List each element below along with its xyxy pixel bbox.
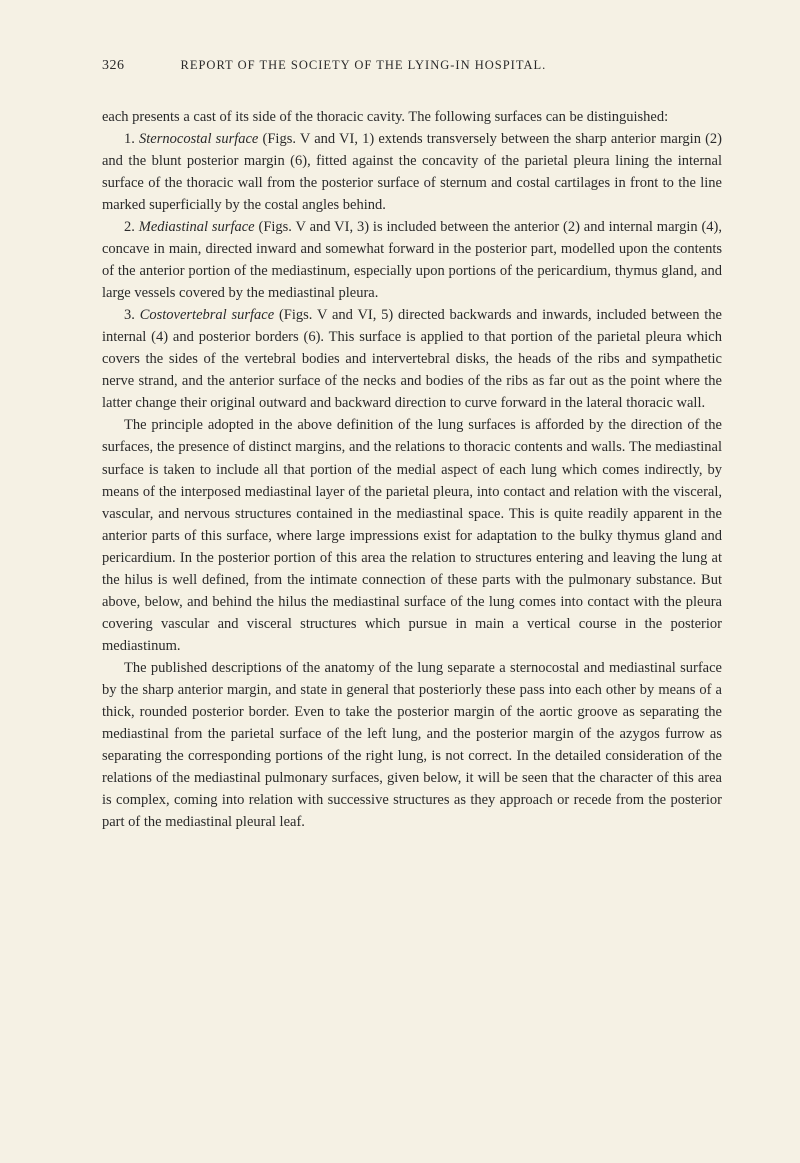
p3-italic: Mediastinal surface xyxy=(139,219,255,235)
paragraph-1: each presents a cast of its side of the … xyxy=(102,106,722,128)
p2-prefix: 1. xyxy=(124,131,139,147)
p2-italic: Sternocostal surface xyxy=(139,131,258,147)
p4-italic: Costovertebral surface xyxy=(140,307,274,323)
paragraph-3: 2. Mediastinal surface (Figs. V and VI, … xyxy=(102,216,722,304)
page-number: 326 xyxy=(102,58,125,74)
page-header: 326 REPORT OF THE SOCIETY OF THE LYING-I… xyxy=(102,58,722,74)
p3-prefix: 2. xyxy=(124,219,139,235)
paragraph-5: The principle adopted in the above defin… xyxy=(102,414,722,656)
header-title: REPORT OF THE SOCIETY OF THE LYING-IN HO… xyxy=(181,58,547,73)
p4-prefix: 3. xyxy=(124,307,140,323)
paragraph-6: The published descriptions of the anatom… xyxy=(102,657,722,833)
paragraph-4: 3. Costovertebral surface (Figs. V and V… xyxy=(102,304,722,414)
paragraph-2: 1. Sternocostal surface (Figs. V and VI,… xyxy=(102,128,722,216)
body-text: each presents a cast of its side of the … xyxy=(102,106,722,833)
